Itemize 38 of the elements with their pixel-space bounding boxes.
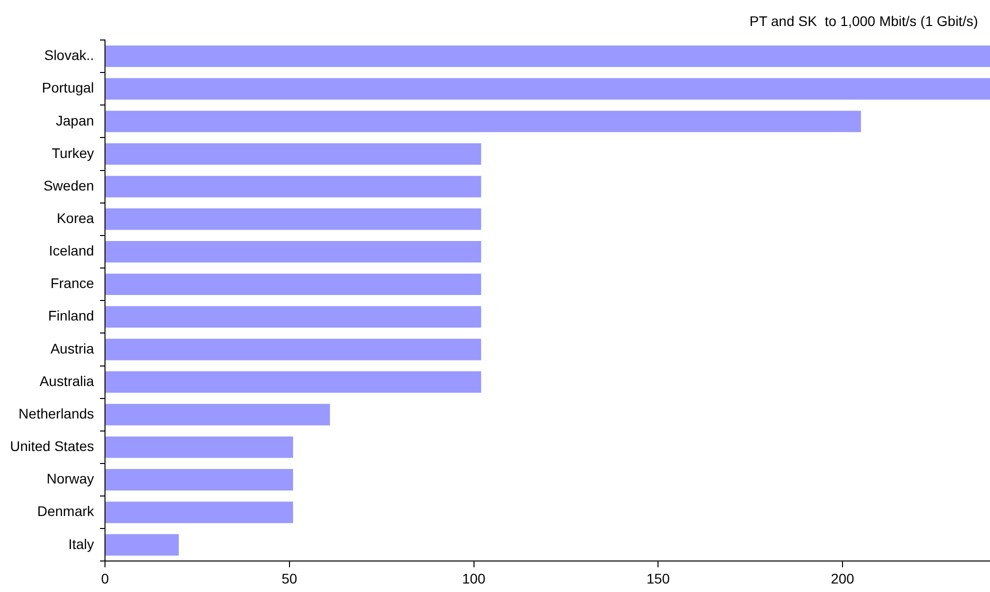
y-tick-label: Slovak.. xyxy=(44,47,94,64)
bar xyxy=(106,208,482,230)
bar xyxy=(106,436,294,458)
y-tick-label: Iceland xyxy=(48,242,94,259)
y-tick-label: France xyxy=(50,275,94,292)
y-tick-label: Norway xyxy=(46,470,94,487)
y-tick-label: Netherlands xyxy=(18,405,94,422)
text: PT and SK to 1,000 Mbit/s (1 Gbit/s) xyxy=(749,12,978,29)
bar xyxy=(106,534,179,556)
bar xyxy=(106,338,482,360)
y-tick-label: Japan xyxy=(56,112,94,128)
bar xyxy=(106,46,990,68)
x-tick-label: 50 xyxy=(282,570,298,586)
bar xyxy=(106,274,482,296)
y-tick-label: Austria xyxy=(50,340,94,356)
y-tick-label: Sweden xyxy=(43,177,94,194)
y-tick-label: Italy xyxy=(68,536,94,552)
bar xyxy=(106,404,330,426)
x-tick-label: 150 xyxy=(646,570,670,586)
y-tick-label: Finland xyxy=(48,308,94,324)
bar xyxy=(106,240,482,262)
y-tick-label: Portugal xyxy=(42,80,94,96)
y-tick-label: Korea xyxy=(56,210,94,226)
bar xyxy=(106,110,861,132)
bar xyxy=(106,78,990,100)
y-tick-label: Australia xyxy=(40,372,94,389)
y-tick-label: United States xyxy=(10,438,94,454)
bar xyxy=(106,306,482,328)
x-tick-label: 200 xyxy=(830,570,854,586)
bar xyxy=(106,469,294,491)
bar xyxy=(106,502,294,524)
bar xyxy=(106,371,482,393)
y-tick-label: Turkey xyxy=(52,144,94,161)
y-tick-label: Denmark xyxy=(37,503,96,520)
bar xyxy=(106,176,482,198)
bar xyxy=(106,143,482,165)
x-tick-label: 100 xyxy=(462,570,486,586)
x-tick-label: 0 xyxy=(101,570,110,586)
